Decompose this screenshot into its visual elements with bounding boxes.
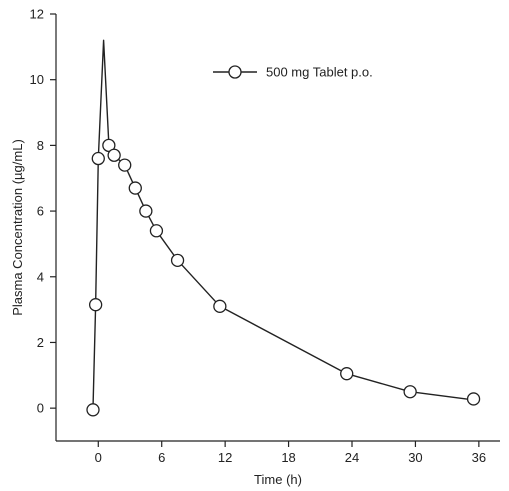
data-point [139,204,153,218]
y-tick-label: 4 [37,269,44,284]
x-tick-label: 18 [281,450,295,465]
x-axis-title: Time (h) [254,472,302,487]
data-point [340,367,354,381]
y-tick-label: 0 [37,401,44,416]
data-point [118,158,132,172]
y-tick-label: 8 [37,138,44,153]
x-tick-label: 6 [158,450,165,465]
y-tick-label: 12 [30,7,44,22]
y-tick-label: 6 [37,204,44,219]
data-point [86,403,100,417]
x-tick-label: 12 [218,450,232,465]
x-tick-label: 24 [345,450,359,465]
y-tick-label: 10 [30,72,44,87]
legend-marker [228,65,242,79]
data-point [128,181,142,195]
x-tick-label: 0 [95,450,102,465]
legend: 500 mg Tablet p.o. [213,65,373,80]
series-line [92,39,474,409]
x-tick-label: 36 [472,450,486,465]
y-tick-label: 2 [37,335,44,350]
data-point [149,224,164,238]
axes [55,14,500,442]
x-tick-label: 30 [408,450,422,465]
data-point [91,151,105,166]
data-point [88,298,103,312]
data-point [213,299,227,313]
data-point [466,392,481,406]
data-point [107,148,121,162]
data-point [170,253,185,267]
y-axis-title: Plasma Concentration (µg/mL) [10,139,25,316]
legend-label: 500 mg Tablet p.o. [266,65,373,80]
series-layer [86,39,481,417]
data-point [403,385,417,399]
